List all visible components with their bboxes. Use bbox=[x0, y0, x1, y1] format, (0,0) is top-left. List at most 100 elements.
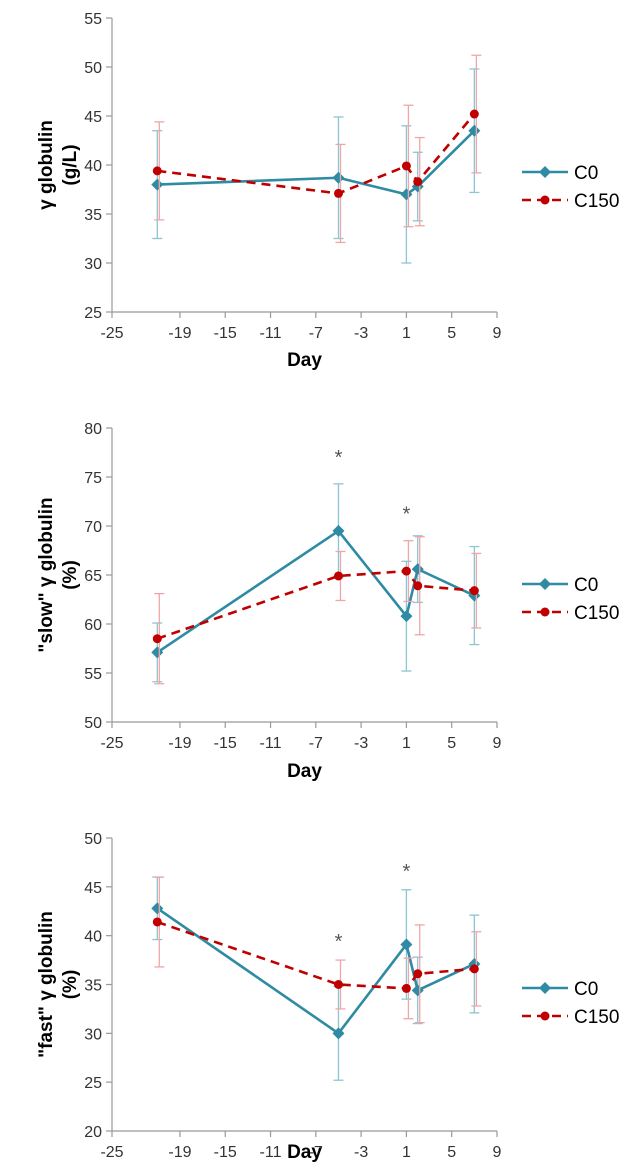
x-tick-label: -15 bbox=[214, 1144, 237, 1161]
data-point-C150 bbox=[152, 917, 162, 927]
x-tick-label: -3 bbox=[354, 1144, 368, 1161]
x-tick-label: 1 bbox=[402, 325, 411, 342]
x-tick-label: 9 bbox=[493, 1144, 502, 1161]
legend-marker-C0 bbox=[539, 982, 551, 994]
data-point-C0 bbox=[332, 171, 345, 184]
y-axis-title-line: "slow" γ globulin bbox=[36, 497, 57, 652]
series-line-C0 bbox=[157, 129, 476, 196]
legend-label-C0: C0 bbox=[574, 979, 598, 1000]
x-tick-label: 9 bbox=[493, 325, 502, 342]
y-tick-label: 25 bbox=[84, 1075, 102, 1092]
x-axis-title: Day bbox=[287, 761, 322, 782]
legend-label-C0: C0 bbox=[574, 163, 598, 184]
x-axis-title: Day bbox=[287, 350, 322, 371]
data-point-C150 bbox=[401, 161, 411, 171]
legend-marker-C150 bbox=[540, 1011, 550, 1021]
x-tick-label: 9 bbox=[493, 735, 502, 752]
data-point-C0 bbox=[411, 563, 424, 576]
legend: C0 C150 bbox=[522, 163, 619, 212]
panel-1: 25 30 35 40 45 50 55 -25 -19 -15 -11 -7 -3 1 5 9 Day γ gl… bbox=[36, 11, 619, 371]
series-C0 bbox=[151, 876, 481, 1081]
data-point-C150 bbox=[333, 188, 343, 198]
data-point-C150 bbox=[469, 964, 479, 974]
y-tick-label: 20 bbox=[84, 1124, 102, 1141]
significance-asterisk: * bbox=[403, 504, 411, 526]
y-tick-label: 55 bbox=[84, 666, 102, 683]
data-point-C150 bbox=[401, 983, 411, 993]
x-tick-label: -11 bbox=[260, 735, 282, 752]
data-point-C0 bbox=[332, 524, 345, 537]
legend-label-C0: C0 bbox=[574, 575, 598, 596]
y-tick-label: 50 bbox=[84, 715, 102, 732]
y-tick-label: 40 bbox=[84, 929, 102, 946]
y-tick-label: 55 bbox=[84, 11, 102, 28]
y-tick-label: 45 bbox=[84, 109, 102, 126]
series-line-C150 bbox=[156, 920, 475, 990]
y-axis-title-line: (g/L) bbox=[60, 144, 81, 185]
legend-label-C150: C150 bbox=[574, 603, 619, 624]
legend-marker-C0 bbox=[539, 166, 551, 178]
y-axis-title-line: "fast" γ globulin bbox=[36, 911, 57, 1058]
y-axis-title-line: (%) bbox=[60, 560, 81, 590]
x-tick-label: -3 bbox=[354, 325, 368, 342]
x-tick-label: 1 bbox=[402, 1144, 411, 1161]
series-line-C0 bbox=[156, 529, 475, 654]
y-axis-title: "slow" γ globulin (%) bbox=[36, 497, 81, 652]
x-tick-label: -7 bbox=[309, 325, 323, 342]
x-tick-label: -11 bbox=[260, 325, 282, 342]
x-tick-label: -3 bbox=[354, 735, 368, 752]
data-point-C0 bbox=[411, 984, 424, 997]
y-tick-label: 60 bbox=[84, 617, 102, 634]
y-tick-label: 25 bbox=[84, 305, 102, 322]
data-point-C0 bbox=[400, 610, 413, 623]
x-tick-label: -15 bbox=[214, 325, 237, 342]
legend-marker-C150 bbox=[540, 607, 550, 617]
data-point-C0 bbox=[332, 1027, 345, 1040]
y-axis-title-line: γ globulin bbox=[36, 120, 57, 210]
data-point-C150 bbox=[401, 566, 411, 576]
x-tick-label: -11 bbox=[260, 1144, 282, 1161]
y-tick-label: 35 bbox=[84, 978, 102, 995]
y-tick-label: 50 bbox=[84, 831, 102, 848]
x-tick-label: -25 bbox=[100, 325, 123, 342]
x-axis-title: Day bbox=[287, 1142, 322, 1163]
data-point-C150 bbox=[333, 571, 343, 581]
x-tick-label: -19 bbox=[168, 735, 191, 752]
legend-marker-C150 bbox=[540, 195, 550, 205]
y-tick-label: 30 bbox=[84, 1026, 102, 1043]
legend: C0 C150 bbox=[522, 979, 619, 1028]
y-tick-label: 50 bbox=[84, 60, 102, 77]
x-tick-label: 5 bbox=[447, 1144, 456, 1161]
data-point-C150 bbox=[469, 586, 479, 596]
x-tick-label: -25 bbox=[100, 735, 123, 752]
panel-2: 50 55 60 65 70 75 80 -25 -19 -15 -11 -7 -3 1 5 9 Day "slo… bbox=[36, 421, 619, 782]
significance-asterisk: * bbox=[335, 931, 343, 953]
legend-label-C150: C150 bbox=[574, 1007, 619, 1028]
y-axis-title: γ globulin (g/L) bbox=[36, 120, 81, 210]
x-tick-label: -19 bbox=[168, 325, 191, 342]
series-line-C0 bbox=[156, 907, 475, 1035]
data-point-C150 bbox=[152, 634, 162, 644]
data-point-C0 bbox=[151, 902, 164, 915]
y-tick-label: 65 bbox=[84, 568, 102, 585]
x-tick-label: 5 bbox=[447, 325, 456, 342]
legend-label-C150: C150 bbox=[574, 191, 619, 212]
x-tick-label: -25 bbox=[100, 1144, 123, 1161]
data-point-C150 bbox=[413, 969, 423, 979]
x-tick-label: -19 bbox=[168, 1144, 191, 1161]
y-tick-label: 70 bbox=[84, 519, 102, 536]
y-axis-title-line: (%) bbox=[60, 970, 81, 1000]
legend: C0 C150 bbox=[522, 575, 619, 624]
data-point-C0 bbox=[400, 938, 413, 951]
x-tick-label: -7 bbox=[309, 1144, 323, 1161]
x-tick-label: -15 bbox=[214, 735, 237, 752]
series-C150 bbox=[152, 54, 482, 244]
data-point-C150 bbox=[333, 980, 343, 989]
series-line-C150 bbox=[156, 569, 475, 640]
y-tick-label: 45 bbox=[84, 880, 102, 897]
significance-asterisk: * bbox=[403, 861, 411, 883]
y-axis-title: "fast" γ globulin (%) bbox=[36, 911, 81, 1058]
data-point-C150 bbox=[152, 166, 162, 176]
series-C150 bbox=[152, 536, 482, 685]
x-tick-label: -7 bbox=[309, 735, 323, 752]
